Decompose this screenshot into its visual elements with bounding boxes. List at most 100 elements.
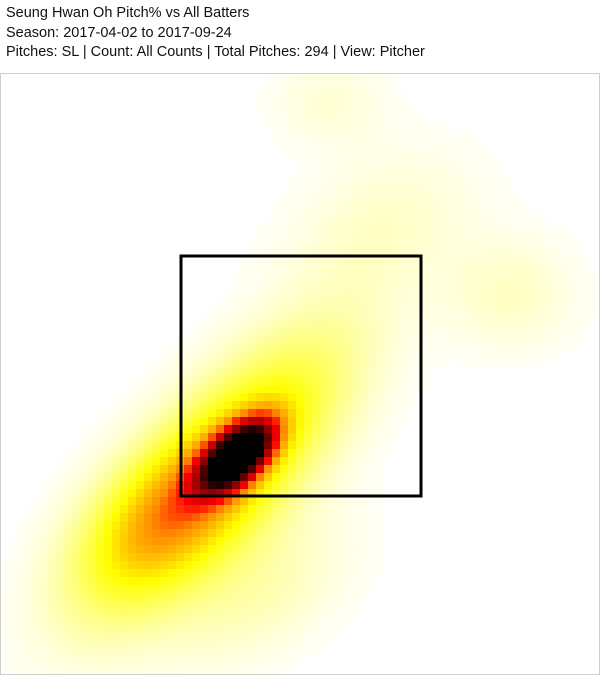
heat-cell — [296, 537, 304, 545]
heat-cell — [40, 521, 48, 529]
heat-cell — [144, 665, 152, 673]
heat-cell — [472, 353, 480, 361]
heat-cell — [16, 545, 24, 553]
heat-cell — [328, 105, 336, 113]
heat-cell — [304, 577, 312, 585]
heat-cell — [304, 281, 312, 289]
heat-cell — [8, 537, 16, 545]
heat-cell — [224, 569, 232, 577]
heat-cell — [408, 209, 416, 217]
heat-cell — [136, 593, 144, 601]
heat-cell — [272, 297, 280, 305]
heat-cell — [128, 609, 136, 617]
heat-cell — [152, 609, 160, 617]
heat-cell — [40, 529, 48, 537]
heat-cell — [376, 297, 384, 305]
heat-cell — [456, 313, 464, 321]
heat-cell — [344, 401, 352, 409]
heat-cell — [96, 497, 104, 505]
heat-cell — [248, 377, 256, 385]
heat-cell — [208, 569, 216, 577]
heat-cell — [264, 401, 272, 409]
heat-cell — [104, 505, 112, 513]
heat-cell — [376, 137, 384, 145]
heat-cell — [456, 337, 464, 345]
heat-cell — [72, 625, 80, 633]
heat-cell — [384, 265, 392, 273]
heat-cell — [168, 545, 176, 553]
heat-cell — [96, 505, 104, 513]
heat-cell — [336, 81, 344, 89]
heat-cell — [272, 321, 280, 329]
heat-cell — [320, 385, 328, 393]
heat-cell — [128, 465, 136, 473]
heat-cell — [112, 457, 120, 465]
heat-cell — [104, 481, 112, 489]
heat-cell — [368, 537, 376, 545]
heat-cell — [328, 233, 336, 241]
heat-cell — [16, 569, 24, 577]
heat-cell — [504, 225, 512, 233]
heat-cell — [584, 305, 592, 313]
heat-cell — [496, 241, 504, 249]
heat-cell — [328, 449, 336, 457]
heat-cell — [344, 425, 352, 433]
heat-cell — [344, 537, 352, 545]
heat-cell — [232, 633, 240, 641]
heat-cell — [280, 297, 288, 305]
heat-cell — [272, 545, 280, 553]
heat-cell — [72, 593, 80, 601]
heat-cell — [200, 489, 208, 497]
heat-cell — [280, 481, 288, 489]
heat-cell — [360, 137, 368, 145]
heat-cell — [376, 233, 384, 241]
heat-cell — [160, 393, 168, 401]
heat-cell — [328, 337, 336, 345]
heat-cell — [328, 321, 336, 329]
heat-cell — [336, 433, 344, 441]
heat-cell — [424, 377, 432, 385]
heat-cell — [80, 473, 88, 481]
heat-cell — [536, 313, 544, 321]
heat-cell — [216, 433, 224, 441]
heat-cell — [240, 553, 248, 561]
heat-cell — [64, 569, 72, 577]
heat-cell — [392, 393, 400, 401]
heat-cell — [72, 513, 80, 521]
heat-cell — [528, 241, 536, 249]
heat-cell — [272, 345, 280, 353]
heat-cell — [184, 577, 192, 585]
heat-cell — [296, 321, 304, 329]
heat-cell — [480, 305, 488, 313]
heat-cell — [336, 369, 344, 377]
heatmap-plot — [0, 73, 600, 675]
heat-cell — [352, 257, 360, 265]
heat-cell — [408, 353, 416, 361]
heat-cell — [328, 465, 336, 473]
heat-cell — [400, 281, 408, 289]
heat-cell — [256, 505, 264, 513]
heat-cell — [440, 289, 448, 297]
heat-cell — [360, 153, 368, 161]
heat-cell — [72, 577, 80, 585]
heat-cell — [216, 641, 224, 649]
heat-cell — [304, 73, 312, 81]
heat-cell — [360, 249, 368, 257]
heat-cell — [384, 297, 392, 305]
heat-cell — [368, 177, 376, 185]
heat-cell — [168, 345, 176, 353]
heat-cell — [328, 289, 336, 297]
heat-cell — [232, 281, 240, 289]
heat-cell — [464, 201, 472, 209]
heat-cell — [416, 177, 424, 185]
heat-cell — [416, 145, 424, 153]
heat-cell — [328, 481, 336, 489]
heat-cell — [200, 457, 208, 465]
heat-cell — [112, 537, 120, 545]
heat-cell — [168, 505, 176, 513]
heat-cell — [320, 257, 328, 265]
heat-cell — [248, 497, 256, 505]
heat-cell — [120, 585, 128, 593]
heat-cell — [272, 449, 280, 457]
heat-cell — [160, 513, 168, 521]
